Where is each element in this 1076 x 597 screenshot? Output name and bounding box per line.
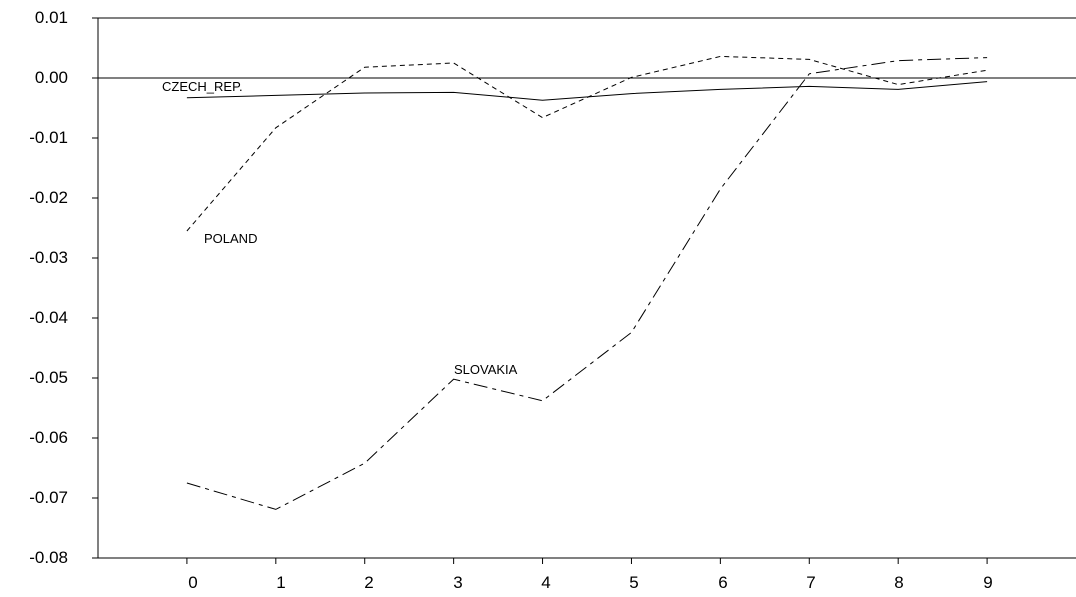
y-tick-labels: 0.01 0.00 -0.01 -0.02 -0.03 -0.04 -0.05 … [29,8,68,567]
x-tick-labels: 0 1 2 3 4 5 6 7 8 9 [188,573,992,592]
x-tick-label: 7 [806,573,815,592]
y-tick-label: 0.00 [35,68,68,87]
y-tick-label: -0.08 [29,548,68,567]
x-tick-label: 2 [364,573,373,592]
y-tick-label: 0.01 [35,8,68,27]
series-label-slovakia: SLOVAKIA [454,362,518,377]
x-tick-label: 4 [541,573,550,592]
y-tick-label: -0.04 [29,308,68,327]
x-tick-label: 0 [188,573,197,592]
series-lines [186,55,988,510]
x-tick-label: 3 [453,573,462,592]
series-line-poland [186,55,988,232]
series-line-slovakia [186,57,988,510]
x-tick-label: 9 [983,573,992,592]
y-tick-label: -0.07 [29,488,68,507]
x-tick-label: 5 [629,573,638,592]
series-label-czech: CZECH_REP. [162,79,243,94]
x-tick-label: 6 [718,573,727,592]
y-tick-label: -0.06 [29,428,68,447]
axes [92,17,1076,564]
series-labels: CZECH_REP. POLAND SLOVAKIA [162,79,518,377]
y-tick-label: -0.05 [29,368,68,387]
y-tick-label: -0.01 [29,128,68,147]
series-label-poland: POLAND [204,231,257,246]
x-tick-label: 1 [276,573,285,592]
y-tick-label: -0.03 [29,248,68,267]
x-tick-label: 8 [894,573,903,592]
y-tick-label: -0.02 [29,188,68,207]
series-line-czech-rep [186,81,988,101]
